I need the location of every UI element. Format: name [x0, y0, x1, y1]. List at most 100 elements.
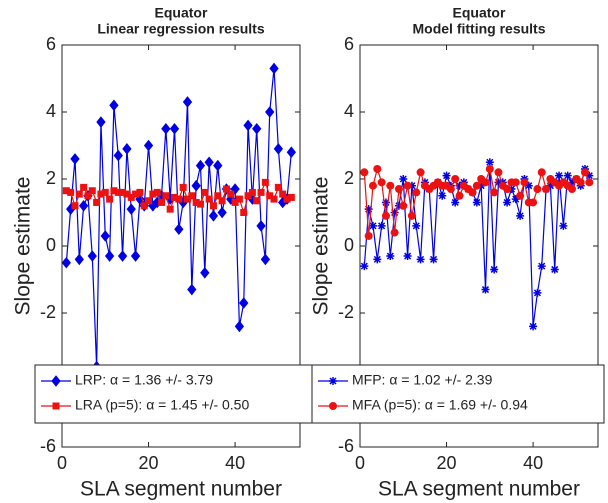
marker: [119, 188, 127, 196]
marker: [244, 192, 252, 200]
marker: [239, 297, 249, 309]
marker: [403, 252, 412, 261]
marker: [529, 198, 538, 207]
marker: [546, 181, 555, 190]
y-tick-label: -6: [338, 436, 354, 456]
marker: [568, 178, 577, 187]
marker: [122, 143, 132, 155]
marker: [507, 185, 516, 194]
marker: [234, 320, 245, 333]
marker: [537, 168, 546, 177]
marker: [511, 178, 520, 187]
marker: [394, 185, 403, 194]
marker: [113, 149, 123, 162]
chart-subtitle: Model fitting results: [413, 21, 546, 37]
marker: [568, 185, 577, 194]
marker: [100, 230, 110, 242]
marker: [472, 198, 481, 207]
x-tick-label: 20: [437, 453, 457, 473]
legend-marker: [52, 402, 60, 410]
marker: [227, 190, 235, 198]
marker: [132, 190, 140, 198]
marker: [183, 195, 191, 203]
marker: [503, 185, 512, 194]
legend-label: MFP: α = 1.02 +/- 2.39: [352, 372, 493, 388]
marker: [503, 198, 512, 207]
marker: [416, 255, 425, 264]
marker: [188, 192, 196, 200]
marker: [368, 221, 377, 230]
marker: [104, 250, 115, 262]
marker: [516, 191, 525, 200]
y-tick-label: 4: [46, 101, 56, 121]
marker: [145, 197, 153, 205]
marker: [252, 122, 262, 135]
marker: [87, 250, 97, 262]
x-tick-label: 40: [225, 453, 245, 473]
marker: [373, 164, 382, 173]
legend-marker: [329, 377, 337, 385]
marker: [126, 203, 136, 215]
marker: [88, 187, 96, 195]
marker: [373, 255, 382, 264]
marker: [213, 159, 223, 172]
marker: [205, 195, 213, 203]
marker: [516, 211, 525, 220]
marker: [200, 266, 210, 279]
marker: [214, 192, 222, 200]
marker: [451, 175, 460, 183]
marker: [110, 187, 118, 195]
marker: [386, 252, 395, 261]
legend-marker: [51, 375, 61, 387]
marker: [61, 256, 71, 269]
marker: [485, 158, 494, 167]
marker: [360, 168, 369, 177]
marker: [243, 119, 253, 132]
legend: LRP: α = 1.36 +/- 3.79 LRA (p=5): α = 1.4…: [34, 364, 314, 424]
axes-box: [61, 44, 301, 448]
marker: [274, 183, 282, 191]
marker: [442, 171, 451, 180]
marker: [67, 188, 75, 196]
marker: [494, 168, 503, 177]
marker: [585, 171, 594, 180]
x-tick-label: 0: [355, 453, 365, 473]
marker: [175, 195, 183, 203]
marker: [136, 188, 144, 196]
y-tick-label: -2: [40, 302, 56, 322]
marker: [130, 250, 141, 262]
marker: [283, 195, 291, 203]
marker: [287, 193, 295, 201]
marker: [192, 198, 200, 206]
y-tick-label: -2: [338, 302, 354, 322]
marker: [161, 122, 171, 135]
y-tick-label: 6: [46, 34, 56, 54]
marker: [403, 181, 412, 190]
marker: [191, 179, 201, 192]
x-axis-label: SLA segment number: [378, 478, 580, 501]
marker: [196, 200, 204, 208]
marker: [96, 116, 106, 128]
marker: [377, 221, 386, 230]
marker: [481, 285, 490, 294]
legend-marker: [329, 402, 337, 410]
marker: [158, 198, 166, 206]
x-tick-label: 40: [523, 453, 543, 473]
marker: [511, 195, 520, 204]
marker: [143, 139, 154, 152]
marker: [169, 122, 180, 135]
marker: [109, 99, 119, 112]
marker: [114, 188, 122, 196]
marker: [529, 322, 538, 331]
marker: [576, 178, 585, 187]
axes-box: [359, 44, 599, 448]
marker: [201, 188, 209, 196]
series-line: [65, 68, 292, 367]
y-tick-label: 0: [344, 235, 354, 255]
marker: [390, 208, 399, 217]
marker: [80, 183, 88, 191]
marker: [533, 288, 542, 297]
marker: [559, 221, 568, 230]
marker: [581, 168, 590, 177]
marker: [71, 202, 79, 210]
